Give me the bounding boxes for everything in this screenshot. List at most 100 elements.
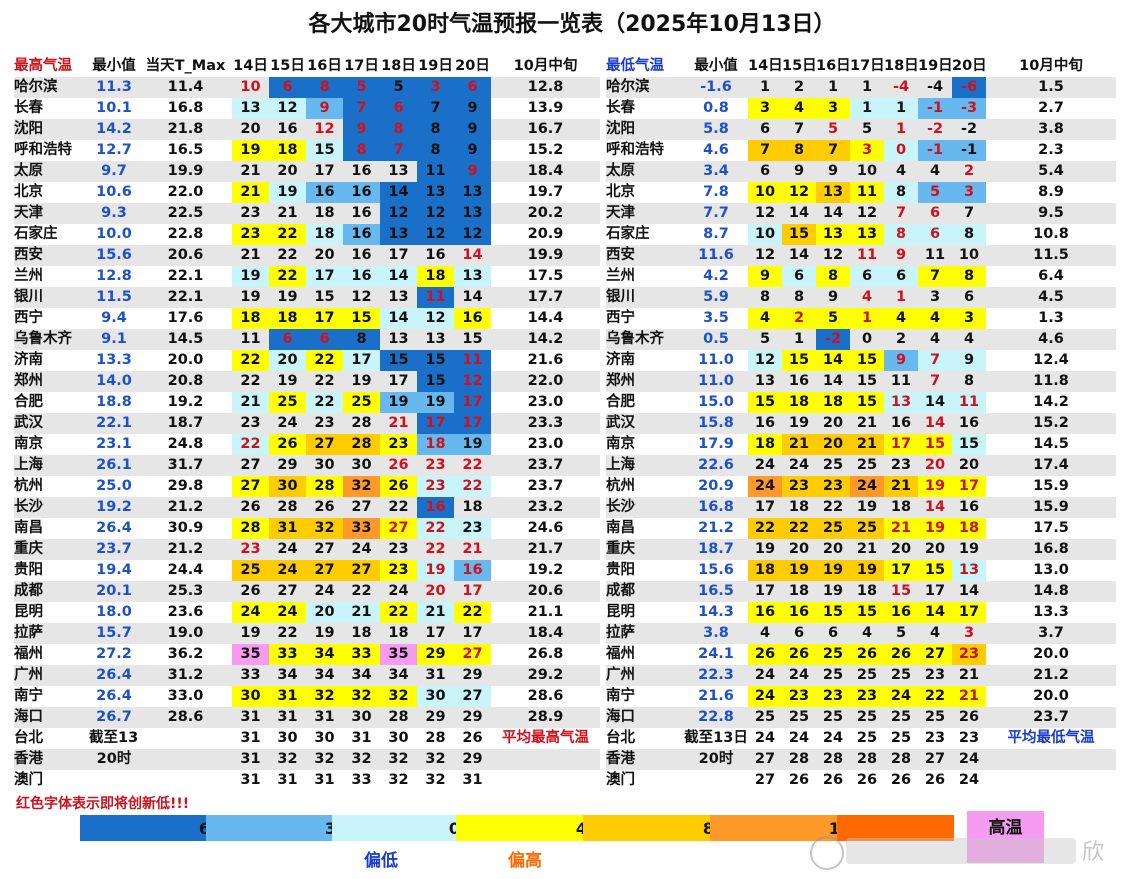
header-label: 最低气温 [606,58,664,74]
temp-cell: 18 [952,518,986,539]
mid-month-avg: 26.8 [527,646,564,662]
temp-cell: 13 [816,224,850,245]
mid-month-avg: 13.0 [1033,562,1069,578]
mid-month-avg: 12.4 [1033,352,1069,368]
temp-cell: 22 [343,581,380,602]
temp-cell: 23 [958,730,980,746]
mid-month-avg: 13.3 [1033,604,1069,620]
table-row: 香港 20时 27 28 28 28 28 27 24 [606,749,1116,770]
temp-cell: 12 [417,308,454,329]
temp-cell: 15 [816,602,850,623]
temp-cell: 1 [816,77,850,98]
temp-cell: 24 [748,476,782,497]
temp-cell: 20 [952,455,986,476]
temp-cell: 20 [918,455,952,476]
temp-cell: 8 [748,287,782,308]
temp-cell: 31 [269,518,306,539]
temp-cell: 5 [343,77,380,98]
city-name: 长春 [606,100,635,116]
temp-cell: 11 [952,392,986,413]
temp-cell: 31 [269,707,306,728]
table-row: 台北 截至13日 24 24 24 25 25 23 23 平均最低气温 [606,728,1116,749]
temp-cell: 6 [952,287,986,308]
table-row: 郑州 11.0 13 16 14 15 11 7 8 11.8 [606,371,1116,392]
temp-cell: 15 [952,434,986,455]
temp-cell: 5 [918,182,952,203]
temp-cell: 23 [232,203,269,224]
temp-cell: 16 [454,560,491,581]
temp-cell: 21 [454,539,491,560]
temp-cell: 30 [314,730,335,746]
temp-cell: 4 [850,623,884,644]
min-value: 22.8 [684,707,748,728]
temp-cell: 22 [306,350,343,371]
temp-cell: 24 [380,581,417,602]
mid-month-avg: 14.2 [491,329,600,350]
temp-cell: 12 [417,203,454,224]
temp-cell: 14 [816,350,850,371]
mid-month-avg: 12.8 [491,77,600,98]
city-name: 成都 [606,581,684,602]
mid-month-avg: 17.4 [986,455,1116,476]
temp-cell: 19 [782,413,816,434]
temp-cell: 10 [952,245,986,266]
temp-cell: 4 [850,287,884,308]
city-name: 香港 [14,749,89,770]
min-value: 16.5 [684,581,748,602]
temp-cell: 13 [748,371,782,392]
temp-cell: 22 [232,371,269,392]
temp-cell: 27 [343,497,380,518]
temp-cell: 13 [380,161,417,182]
temp-cell: 25 [850,455,884,476]
temp-cell: 16 [884,602,918,623]
city-name: 北京 [606,184,635,200]
watermark-text: 欣 [1082,840,1105,865]
today-max: 21.2 [139,497,232,518]
temp-cell: 23 [952,644,986,665]
temp-cell: 1 [782,329,816,350]
temp-cell: 5 [748,329,782,350]
temp-cell: 1 [850,77,884,98]
city-name: 西宁 [14,310,43,326]
temp-cell: 30 [343,455,380,476]
temp-cell: 28 [850,749,884,770]
temp-cell: 23 [380,539,417,560]
temp-cell: 8 [417,119,454,140]
mid-month-avg: 8.9 [1038,184,1064,200]
mid-month-avg: 17.5 [527,268,564,284]
temp-cell: 0 [850,329,884,350]
temp-cell: 6 [816,623,850,644]
table-row: 长沙 19.2 21.2 26 28 26 27 22 16 18 23.2 [14,497,600,518]
temp-cell: 23 [380,434,417,455]
header-day: 16日 [816,58,850,74]
temp-cell: 4 [782,98,816,119]
min-value: 26.4 [89,665,139,686]
mid-month-avg: 平均最低气温 [1007,730,1095,746]
table-row: 天津 7.7 12 14 14 12 7 6 7 9.5 [606,203,1116,224]
temp-cell: 8 [884,224,918,245]
city-name: 杭州 [14,478,43,494]
temp-cell: 14 [380,308,417,329]
temp-cell: 9 [343,119,380,140]
temp-cell: 20 [782,539,816,560]
temp-cell: 15 [918,560,952,581]
temp-cell: 10 [748,224,782,245]
temp-cell: 22 [816,497,850,518]
header-min: 最小值 [694,58,738,74]
temp-cell: 19 [269,182,306,203]
table-row: 拉萨 15.7 19.0 19 22 19 18 18 17 17 18.4 [14,623,600,644]
temp-cell: 7 [884,203,918,224]
table-row: 武汉 22.1 18.7 23 24 23 28 21 17 17 23.3 [14,413,600,434]
temp-cell: 7 [417,98,454,119]
temp-cell: 26 [884,644,918,665]
temp-cell: 6 [782,623,816,644]
temp-cell: 29 [454,707,491,728]
watermark: 欣 [810,832,1120,872]
table-row: 太原 3.4 6 9 9 10 4 4 2 5.4 [606,161,1116,182]
temp-cell: 12 [306,119,343,140]
temp-cell: 4 [884,308,918,329]
temp-cell: 19 [850,560,884,581]
min-value: 18.7 [684,539,748,560]
temp-cell: 25 [269,392,306,413]
temp-cell: 20 [232,119,269,140]
